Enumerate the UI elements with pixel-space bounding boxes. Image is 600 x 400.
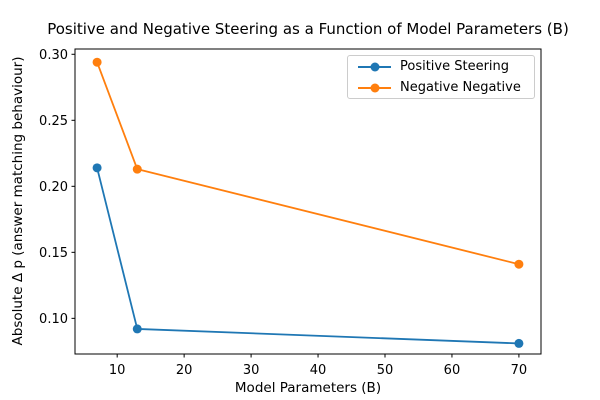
y-tick-label: 0.20	[39, 180, 68, 195]
legend-marker-dot	[370, 62, 379, 71]
data-point	[132, 324, 142, 334]
y-axis-label: Absolute Δ p (answer matching behaviour)	[10, 57, 26, 346]
data-point	[132, 164, 142, 174]
y-tick-label: 0.10	[39, 312, 68, 327]
legend-marker-dot	[370, 83, 379, 92]
x-tick-label: 10	[109, 363, 126, 378]
legend-line-sample	[358, 62, 391, 71]
x-tick-label: 30	[243, 363, 260, 378]
plot-area: 10 20 30 40 50 60 70 0.10 0.15 0.20 0.25 0.30	[39, 48, 542, 378]
legend-entry: Negative Negative	[358, 79, 534, 97]
x-tick-label: 60	[444, 363, 461, 378]
legend: Positive Steering Negative Negative	[347, 55, 535, 99]
data-point	[92, 57, 102, 67]
y-tick-label: 0.15	[39, 246, 68, 261]
legend-label: Positive Steering	[400, 58, 510, 74]
plot-background	[75, 49, 541, 354]
x-tick-label: 40	[310, 363, 327, 378]
x-tick-label: 50	[377, 363, 394, 378]
legend-label: Negative Negative	[400, 79, 521, 95]
x-tick-label: 20	[176, 363, 193, 378]
data-point	[514, 259, 524, 269]
plot-border	[74, 48, 542, 355]
x-axis-label: Model Parameters (B)	[235, 380, 381, 396]
legend-line-sample	[358, 83, 391, 92]
chart-title: Positive and Negative Steering as a Func…	[47, 20, 569, 38]
x-tick-label: 70	[511, 363, 528, 378]
legend-entry: Positive Steering	[358, 58, 534, 76]
y-tick-label: 0.30	[39, 48, 68, 63]
y-tick-label: 0.25	[39, 114, 68, 129]
data-point	[92, 163, 102, 173]
data-point	[514, 338, 524, 348]
